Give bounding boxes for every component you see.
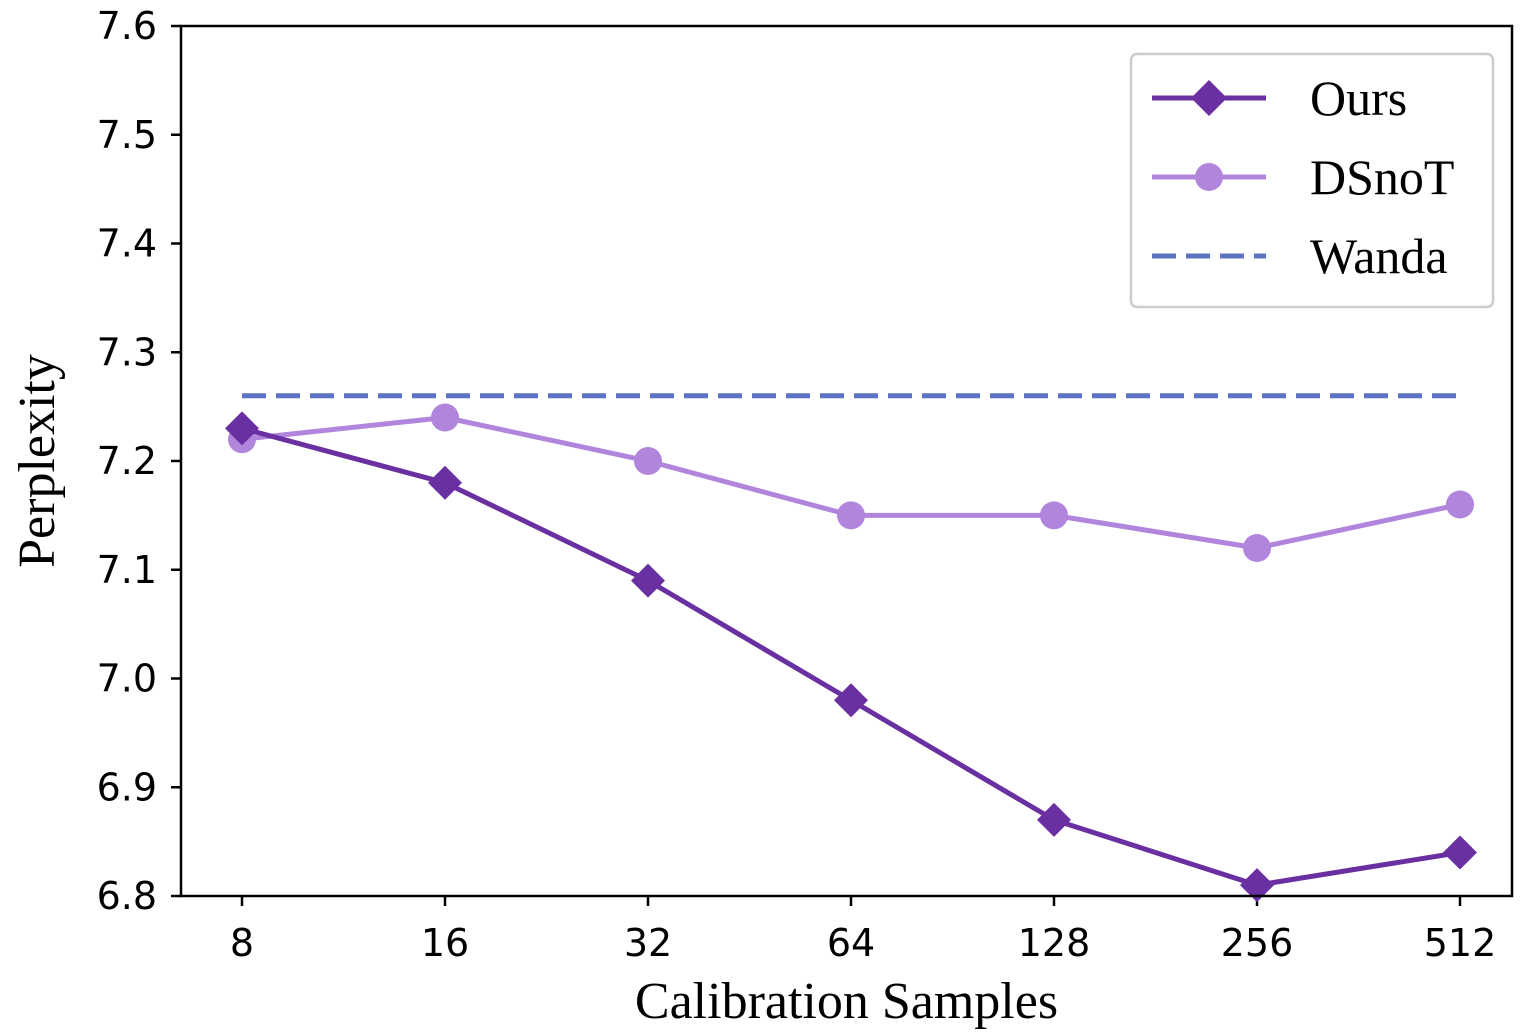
legend-label-wanda: Wanda	[1310, 228, 1448, 284]
data-point-ours	[1443, 835, 1477, 870]
y-tick-label: 7.3	[97, 330, 157, 374]
y-tick-label: 6.9	[97, 765, 157, 809]
data-point-dsnot	[837, 501, 865, 530]
y-tick-label: 7.0	[97, 657, 157, 701]
series-line-ours	[241, 425, 1461, 888]
y-tick-label: 6.8	[97, 874, 157, 918]
y-tick-label: 7.5	[97, 113, 157, 157]
series-dsnot	[228, 403, 1474, 562]
series-ours	[225, 411, 1477, 903]
data-point-dsnot	[1243, 534, 1271, 562]
legend-label-dsnot: DSnoT	[1310, 149, 1454, 205]
data-point-dsnot	[431, 403, 459, 432]
data-point-dsnot	[1446, 490, 1474, 519]
y-tick-label: 7.2	[97, 439, 157, 483]
data-point-ours	[428, 465, 462, 500]
data-point-ours	[1240, 868, 1274, 903]
plot-frame	[179, 24, 1514, 898]
x-tick-label: 64	[827, 921, 875, 965]
y-axis-title: Perplexity	[9, 354, 66, 568]
data-point-dsnot	[1040, 501, 1068, 530]
y-tick-label: 7.1	[97, 548, 157, 592]
data-point-ours	[631, 563, 665, 598]
y-tick-label: 7.6	[97, 4, 157, 48]
x-tick-label: 32	[624, 921, 672, 965]
series-layer	[225, 393, 1477, 903]
legend-entry-dsnot: DSnoT	[1152, 149, 1454, 205]
data-point-ours	[225, 411, 259, 446]
legend-marker-ours	[1191, 80, 1227, 116]
data-point-ours	[1037, 802, 1071, 837]
data-point-dsnot	[634, 447, 662, 475]
legend-marker-dsnot	[1195, 163, 1223, 191]
legend-label-ours: Ours	[1310, 70, 1407, 126]
x-axis-ticks: 8 16 32 64 128 256 512	[230, 896, 1496, 965]
x-tick-label: 512	[1424, 921, 1497, 965]
x-tick-label: 128	[1018, 921, 1091, 965]
x-axis-title: Calibration Samples	[635, 973, 1058, 1030]
legend: Ours DSnoT Wanda	[1129, 52, 1495, 309]
y-tick-label: 7.4	[97, 222, 157, 266]
x-tick-label: 16	[421, 921, 469, 965]
y-axis-ticks: 6.8 6.9 7.0 7.1 7.2 7.3 7.4 7.5 7.6	[97, 4, 181, 918]
legend-box	[1129, 52, 1495, 309]
x-tick-label: 8	[230, 921, 254, 965]
legend-entry-ours: Ours	[1152, 70, 1407, 126]
data-point-ours	[834, 683, 868, 718]
x-tick-label: 256	[1221, 921, 1294, 965]
legend-entry-wanda: Wanda	[1152, 228, 1448, 284]
